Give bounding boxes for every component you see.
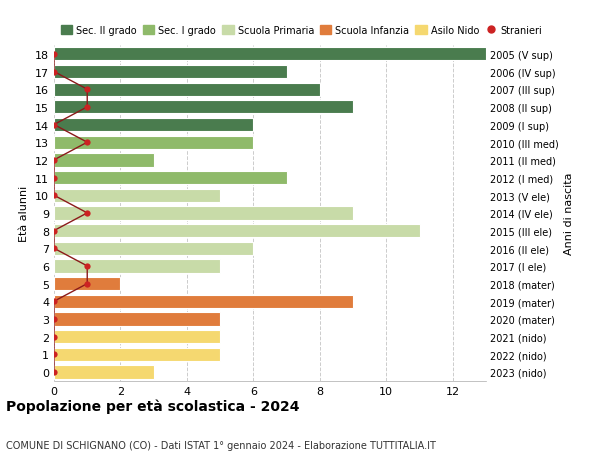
Bar — [54, 84, 320, 96]
Y-axis label: Anni di nascita: Anni di nascita — [565, 172, 574, 255]
Text: COMUNE DI SCHIGNANO (CO) - Dati ISTAT 1° gennaio 2024 - Elaborazione TUTTITALIA.: COMUNE DI SCHIGNANO (CO) - Dati ISTAT 1°… — [6, 440, 436, 450]
Bar — [54, 348, 220, 361]
Bar — [54, 242, 253, 255]
Y-axis label: Età alunni: Età alunni — [19, 185, 29, 241]
Bar — [54, 330, 220, 343]
Bar — [54, 295, 353, 308]
Bar — [54, 365, 154, 379]
Bar — [54, 260, 220, 273]
Bar — [54, 66, 287, 79]
Bar — [54, 189, 220, 202]
Bar — [54, 118, 253, 132]
Bar — [54, 207, 353, 220]
Bar — [54, 48, 486, 62]
Text: Popolazione per età scolastica - 2024: Popolazione per età scolastica - 2024 — [6, 398, 299, 413]
Bar — [54, 313, 220, 326]
Bar — [54, 277, 121, 291]
Legend: Sec. II grado, Sec. I grado, Scuola Primaria, Scuola Infanzia, Asilo Nido, Stran: Sec. II grado, Sec. I grado, Scuola Prim… — [59, 24, 544, 38]
Bar — [54, 136, 253, 150]
Bar — [54, 101, 353, 114]
Bar — [54, 224, 419, 238]
Bar — [54, 172, 287, 185]
Bar — [54, 154, 154, 167]
